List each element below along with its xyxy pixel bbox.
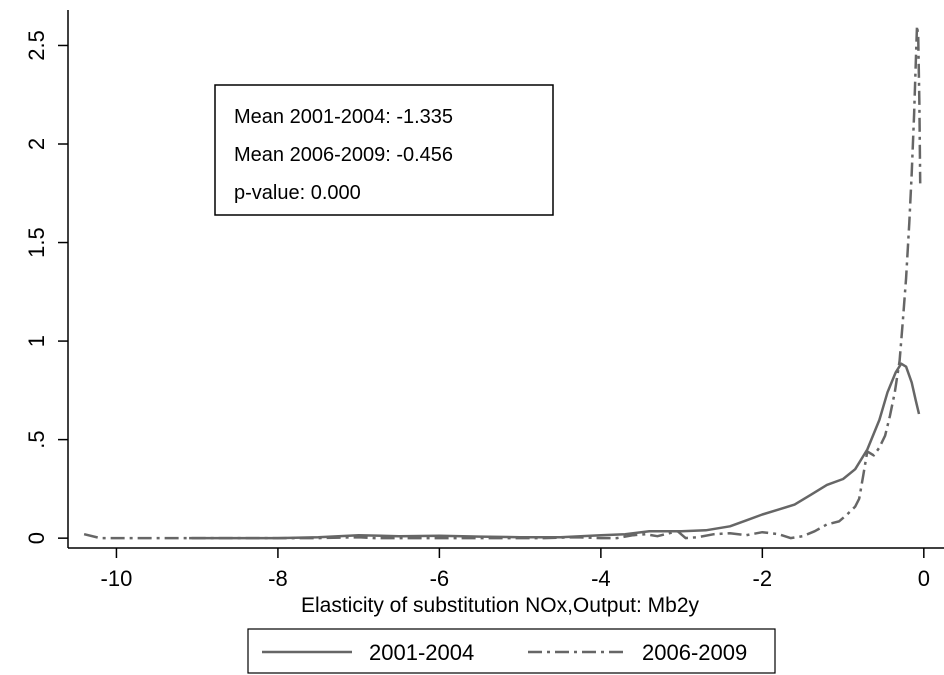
annotation-frame (214, 84, 554, 216)
series-line-2006-2009 (83, 24, 922, 540)
legend-label-2006-2009: 2006-2009 (642, 640, 747, 665)
x-tick-label: -8 (268, 566, 288, 591)
x-tick-label: -10 (101, 566, 133, 591)
annotation-box: Mean 2001-2004: -1.335 Mean 2006-2009: -… (214, 84, 554, 216)
y-tick-label: .5 (24, 430, 49, 448)
x-ticks: -10 -8 -6 -4 -2 0 (101, 548, 930, 591)
y-tick-label: 1 (24, 335, 49, 347)
x-tick-label: -2 (753, 566, 773, 591)
series-line-2001-2004 (189, 362, 921, 540)
legend: 2001-2004 2006-2009 (247, 628, 776, 674)
x-tick-label: -4 (591, 566, 611, 591)
x-axis-title: Elasticity of substitution NOx,Output: M… (301, 594, 699, 617)
y-tick-label: 1.5 (24, 227, 49, 258)
legend-label-2001-2004: 2001-2004 (369, 640, 474, 665)
x-tick-label: 0 (918, 566, 930, 591)
y-tick-label: 2 (24, 138, 49, 150)
x-tick-label: -6 (430, 566, 450, 591)
annotation-line-1: Mean 2001-2004: -1.335 (234, 106, 453, 128)
y-ticks: 0 .5 1 1.5 2 2.5 (24, 30, 68, 544)
annotation-line-3: p-value: 0.000 (234, 182, 361, 204)
series-layer (83, 24, 922, 540)
y-tick-label: 2.5 (24, 30, 49, 61)
annotation-line-2: Mean 2006-2009: -0.456 (234, 144, 453, 166)
y-tick-label: 0 (24, 532, 49, 544)
